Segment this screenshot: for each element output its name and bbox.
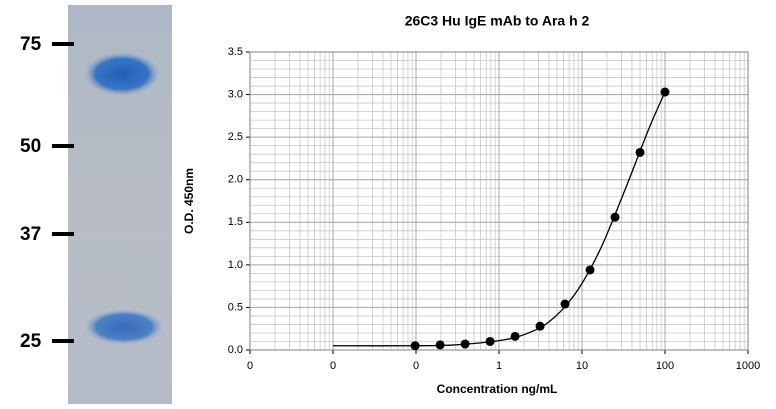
y-tick-label: 0.0 (228, 344, 243, 356)
marker-dash (52, 42, 74, 46)
y-tick-label: 1.5 (228, 216, 243, 228)
y-tick-label: 2.0 (228, 174, 243, 186)
x-tick-label: 100 (656, 360, 674, 372)
chart-title: 26C3 Hu IgE mAb to Ara h 2 (405, 13, 590, 29)
data-point (585, 265, 595, 275)
data-point (435, 340, 445, 350)
data-point (610, 212, 620, 222)
marker-label: 50 (20, 136, 41, 157)
data-point (510, 331, 520, 341)
data-point (660, 87, 670, 97)
x-tick-label: 0 (330, 360, 336, 372)
x-tick-label: 0 (247, 360, 253, 372)
gel-band (84, 52, 160, 96)
marker-dash (52, 339, 74, 343)
plot: 0.0 0.5 1.0 1.5 2.0 2.5 3.0 3.5 0 0 0 1 10 100 1000 (228, 46, 761, 372)
marker-label: 37 (20, 224, 41, 245)
y-tick-label: 3.0 (228, 88, 243, 100)
gel-band (84, 309, 164, 345)
y-tick-label: 2.5 (228, 131, 243, 143)
marker-label: 75 (20, 34, 42, 55)
marker-dash (52, 232, 74, 236)
x-tick-label: 1 (496, 360, 502, 372)
data-point (485, 336, 495, 346)
y-tick-label: 3.5 (228, 46, 243, 58)
x-tick-label: 1000 (736, 360, 760, 372)
y-tick-label: 1.0 (228, 259, 243, 271)
data-point (560, 299, 570, 309)
gel (68, 5, 172, 404)
y-tick-label: 0.5 (228, 301, 243, 313)
x-tick-label: 0 (413, 360, 419, 372)
data-point (410, 341, 420, 351)
plot-frame (249, 51, 749, 351)
data-point (635, 147, 645, 157)
y-axis-label: O.D. 450nm (182, 168, 196, 234)
marker-label: 25 (20, 331, 42, 352)
data-point (535, 321, 545, 331)
x-axis-label: Concentration ng/mL (437, 382, 558, 396)
data-point (460, 339, 470, 349)
x-tick-label: 10 (576, 360, 588, 372)
marker-dash (52, 144, 74, 148)
gel-markers: 75 50 37 25 (20, 34, 74, 352)
